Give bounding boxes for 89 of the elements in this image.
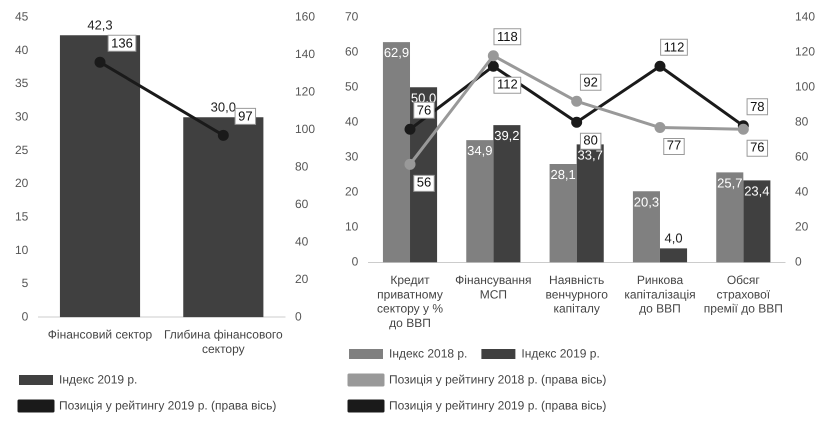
point — [571, 116, 582, 128]
data-label: 76 — [416, 102, 432, 118]
x-tick-label: Фінансовий сектор — [48, 328, 153, 342]
x-tick-label: Фінансування МСП — [455, 272, 532, 302]
data-label: 118 — [496, 28, 518, 44]
y-tick-label: 25 — [14, 142, 29, 157]
legend-label: Індекс 2018 р. — [389, 346, 468, 360]
y2-tick-label: 160 — [294, 10, 316, 24]
bar — [743, 180, 770, 262]
data-label: 39,2 — [494, 128, 520, 144]
x-tick-label: Ринкова капіталізація до ВВП — [624, 272, 696, 316]
data-label: 78 — [750, 98, 765, 114]
y-tick-label: 40 — [14, 42, 29, 57]
data-label: 112 — [496, 76, 518, 92]
y-tick-label: 20 — [344, 184, 359, 199]
y2-tick-label: 0 — [794, 254, 802, 269]
point — [404, 124, 416, 135]
legend-label: Позиція у рейтингу 2019 р. (права вісь) — [389, 398, 606, 412]
x-tick-label: Глибина фінансового сектору — [164, 328, 284, 356]
y2-tick-label: 20 — [294, 272, 309, 286]
data-label: 112 — [664, 39, 684, 54]
y-tick-label: 10 — [344, 220, 359, 234]
y2-tick-label: 20 — [794, 220, 809, 234]
y-tick-label: 30 — [14, 110, 29, 124]
y-tick-label: 15 — [14, 210, 29, 224]
data-label: 33,7 — [578, 147, 603, 162]
bar — [493, 125, 520, 262]
point — [488, 50, 499, 62]
point — [571, 96, 582, 107]
data-label: 97 — [238, 108, 253, 124]
y-tick-label: 5 — [22, 276, 29, 290]
y2-tick-label: 120 — [294, 84, 316, 99]
y-tick-label: 45 — [14, 10, 29, 24]
y2-tick-label: 80 — [294, 160, 309, 174]
y2-tick-label: 100 — [294, 122, 316, 136]
y2-tick-label: 60 — [294, 197, 309, 212]
data-label: 4,0 — [664, 230, 683, 246]
bar — [660, 248, 688, 262]
y-tick-label: 0 — [22, 310, 29, 324]
bar — [716, 172, 744, 262]
bar — [466, 140, 494, 262]
y2-tick-label: 140 — [294, 47, 316, 62]
y-tick-label: 20 — [14, 176, 29, 190]
y-tick-label: 10 — [14, 242, 29, 257]
data-label: 30,0 — [210, 99, 236, 114]
data-label: 76 — [750, 139, 765, 154]
data-label: 80 — [583, 132, 598, 148]
x-tick-label: Кредит приватному сектору у % до ВВП — [377, 272, 444, 330]
y-tick-label: 70 — [344, 10, 359, 24]
data-label: 20,3 — [634, 194, 660, 210]
bar — [576, 144, 604, 262]
point — [488, 60, 499, 72]
y-tick-label: 40 — [344, 114, 359, 129]
y2-tick-label: 120 — [794, 44, 816, 59]
point — [738, 124, 749, 135]
y-tick-label: 0 — [352, 254, 359, 269]
data-label: 34,9 — [467, 143, 492, 158]
y2-tick-label: 80 — [794, 114, 809, 129]
y-tick-label: 60 — [344, 44, 359, 59]
data-label: 62,9 — [384, 45, 410, 60]
data-label: 56 — [416, 174, 432, 190]
y2-tick-label: 0 — [294, 310, 302, 324]
legend-label: Позиція у рейтингу 2018 р. (права вісь) — [389, 372, 606, 386]
y2-tick-label: 40 — [794, 184, 809, 199]
bar — [382, 42, 410, 262]
point — [404, 158, 416, 170]
y2-tick-label: 100 — [794, 80, 816, 94]
y2-tick-label: 140 — [794, 10, 816, 24]
bar — [550, 164, 577, 262]
y-tick-label: 35 — [14, 76, 29, 90]
legend-label: Індекс 2019 р. — [59, 372, 138, 386]
x-tick-label: Наявність венчурного капіталу — [545, 272, 608, 316]
y-tick-label: 50 — [344, 80, 359, 94]
data-label: 77 — [666, 138, 682, 153]
y2-tick-label: 60 — [794, 150, 809, 164]
bar — [632, 191, 660, 262]
point — [654, 60, 666, 72]
data-label: 92 — [583, 74, 598, 90]
data-label: 25,7 — [717, 175, 742, 190]
x-tick-label: Обсяг страхової премії до ВВП — [704, 272, 783, 316]
y-tick-label: 30 — [344, 150, 359, 164]
data-label: 23,4 — [744, 184, 770, 199]
legend-label: Індекс 2019 р. — [521, 346, 600, 360]
legend-label: Позиція у рейтингу 2019 р. (права вісь) — [59, 398, 276, 412]
data-label: 42,3 — [87, 17, 113, 32]
data-label: 136 — [111, 35, 133, 50]
data-label: 28,1 — [550, 167, 576, 182]
y2-tick-label: 40 — [294, 234, 309, 249]
point — [654, 122, 666, 134]
